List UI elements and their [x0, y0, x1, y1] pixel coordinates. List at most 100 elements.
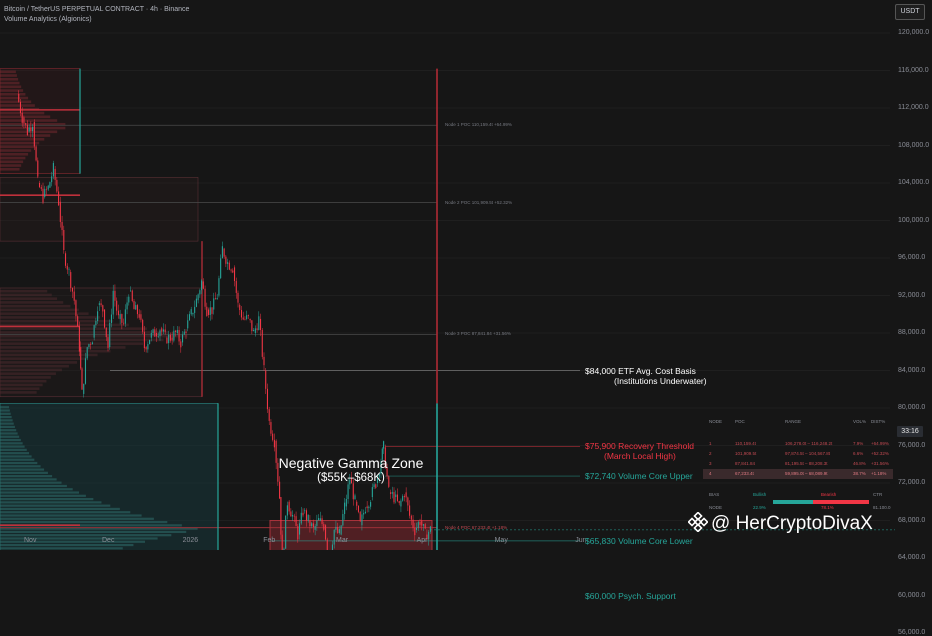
- table-cell: 81.100.0: [873, 505, 891, 510]
- candle-body: [373, 484, 375, 488]
- table-cell: 1: [709, 441, 712, 446]
- current-price-tag: 33:16: [897, 426, 923, 437]
- volume-bar: [0, 425, 15, 429]
- candle-body: [80, 347, 82, 369]
- candle-body: [263, 356, 265, 366]
- volume-bar: [0, 78, 19, 81]
- candle-body: [71, 287, 74, 292]
- volume-bar: [0, 338, 164, 342]
- candle-body: [371, 487, 373, 498]
- candle-body: [375, 484, 377, 488]
- candle-body: [405, 492, 407, 498]
- volume-bar: [0, 96, 29, 100]
- table-cell: 87,841.84: [735, 461, 756, 466]
- candle-body: [114, 290, 116, 301]
- candle-body: [285, 515, 287, 549]
- candle-body: [361, 514, 363, 526]
- y-tick-label: 84,000.0: [898, 366, 926, 374]
- candle-body: [218, 278, 220, 296]
- candle-body: [216, 297, 218, 300]
- candle-body: [368, 506, 370, 509]
- y-tick-label: 72,000.0: [898, 479, 926, 486]
- candle-body: [389, 492, 392, 494]
- candle-body: [227, 262, 229, 264]
- candle-body: [135, 305, 137, 310]
- volume-bar: [0, 422, 14, 425]
- volume-bar: [0, 141, 40, 145]
- table-cell: 46.8%: [853, 461, 866, 466]
- candle-body: [415, 528, 418, 530]
- table-cell: +1.18%: [871, 471, 887, 476]
- price-chart[interactable]: [0, 0, 932, 550]
- volume-bar: [0, 488, 73, 491]
- table-cell: 106,278.0t – 116,248.2t: [785, 441, 833, 446]
- candle-body: [279, 481, 281, 499]
- candle-body: [194, 306, 196, 313]
- table-cell: 38.7%: [853, 471, 866, 476]
- candle-body: [103, 309, 106, 328]
- currency-button[interactable]: USDT: [895, 4, 925, 20]
- bias-bar-bull: [773, 500, 813, 504]
- candle-body: [91, 342, 93, 345]
- candle-body: [155, 333, 158, 337]
- candle-body: [110, 314, 113, 323]
- candle-body: [386, 468, 388, 477]
- x-tick-label: May: [494, 537, 508, 544]
- volume-bar: [0, 361, 78, 364]
- candle-body: [228, 262, 230, 270]
- candle-body: [352, 483, 354, 500]
- volume-bar: [0, 498, 94, 501]
- candle-body: [45, 188, 48, 190]
- candle-body: [26, 124, 28, 135]
- volume-bar: [0, 391, 37, 394]
- candle-body: [28, 127, 30, 132]
- zone-title: Negative Gamma Zone: [278, 455, 424, 471]
- candle-body: [331, 544, 334, 550]
- candle-body: [428, 531, 430, 540]
- volume-bar: [0, 104, 35, 107]
- volume-bar: [0, 319, 114, 323]
- candle-body: [70, 272, 72, 288]
- volume-bar: [0, 115, 51, 119]
- candle-body: [407, 497, 409, 506]
- candle-body: [283, 548, 285, 550]
- volume-bar: [0, 524, 182, 527]
- candle-body: [145, 347, 147, 350]
- indicator-name: Volume Analytics (Algionics): [4, 16, 92, 23]
- volume-bar: [0, 491, 80, 494]
- candle-body: [84, 358, 87, 384]
- x-tick-label: Mar: [336, 537, 349, 544]
- volume-bar: [0, 349, 111, 353]
- candle-body: [414, 527, 416, 536]
- candle-body: [102, 305, 104, 312]
- candle-body: [214, 298, 217, 300]
- candle-body: [251, 320, 253, 332]
- volume-bar: [0, 323, 129, 327]
- table-cell: RANGE: [785, 419, 802, 424]
- volume-bar: [0, 93, 26, 96]
- volume-bar: [0, 293, 52, 297]
- candle-body: [105, 327, 107, 338]
- candle-body: [207, 309, 210, 315]
- candle-body: [240, 310, 243, 318]
- candle-body: [164, 329, 166, 332]
- candle-body: [398, 500, 400, 504]
- candle-body: [32, 127, 34, 132]
- candle-body: [169, 334, 171, 341]
- table-row: 1 110,159.4t 106,278.0t – 116,248.2t 7.9% +6…: [703, 439, 893, 449]
- candle-body: [347, 484, 349, 499]
- volume-node-2-box: [0, 177, 199, 242]
- bias-bar-bear: [813, 500, 869, 504]
- volume-bar: [0, 438, 21, 442]
- volume-bar: [0, 160, 24, 164]
- volume-bar: [0, 289, 48, 293]
- volume-bar: [0, 406, 10, 409]
- level-label: $75,900 Recovery Threshold: [585, 441, 694, 452]
- level-sublabel: (Institutions Underwater): [614, 375, 707, 386]
- candle-body: [393, 492, 395, 503]
- candle-body: [157, 336, 159, 337]
- binance-logo-icon: [688, 512, 708, 532]
- candle-body: [123, 322, 125, 324]
- candle-body: [424, 524, 426, 529]
- volume-bar: [0, 494, 86, 497]
